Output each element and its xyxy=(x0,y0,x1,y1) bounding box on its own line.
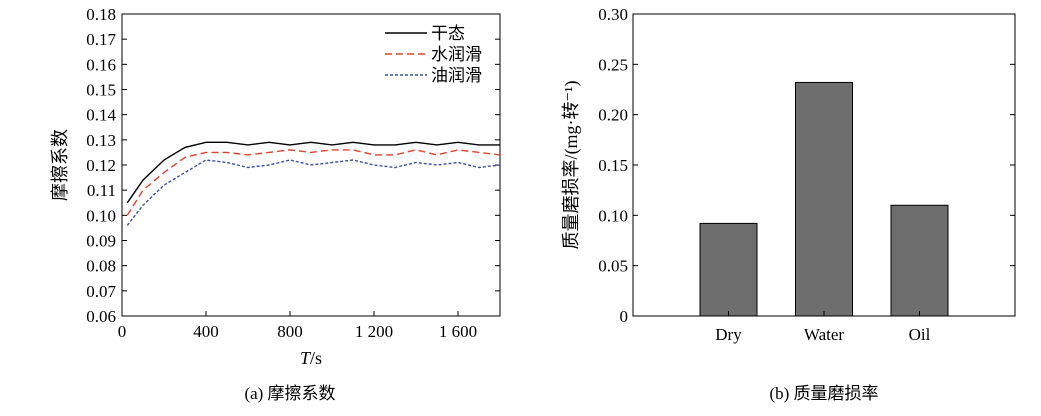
y-tick-label: 0.18 xyxy=(86,5,116,24)
y-axis-ticks: 0 0.05 0.10 0.15 0.20 0.25 0.30 xyxy=(598,5,1015,326)
x-axis-label: T/s xyxy=(300,348,322,368)
y-tick-label: 0.13 xyxy=(86,131,116,150)
x-axis-label-variable: T xyxy=(300,348,312,368)
y-tick-label: 0.07 xyxy=(86,282,116,301)
x-tick-label: 800 xyxy=(277,322,303,341)
x-axis-ticks: Dry Water Oil xyxy=(715,311,931,344)
y-tick-label: 0.06 xyxy=(86,307,116,326)
legend-label-2: 油润滑 xyxy=(431,66,482,85)
x-tick-label: 1 600 xyxy=(439,322,477,341)
y-axis-ticks: 0.06 0.07 0.08 0.09 0.10 0.11 0.12 0.13 0.14 0.15… xyxy=(86,5,500,326)
x-tick-label: 400 xyxy=(193,322,219,341)
y-tick-label: 0.20 xyxy=(598,106,628,125)
y-tick-label: 0.11 xyxy=(87,181,116,200)
bar-dry xyxy=(699,222,758,317)
y-tick-label: 0.14 xyxy=(86,106,116,125)
y-tick-label: 0.15 xyxy=(598,156,628,175)
caption-b: (b) 质量磨损率 xyxy=(769,384,878,403)
y-tick-label: 0.12 xyxy=(86,156,116,175)
legend-label-1: 水润滑 xyxy=(431,45,482,64)
bars xyxy=(699,81,949,317)
bar-oil xyxy=(890,204,949,317)
x-tick-label: Oil xyxy=(909,325,931,344)
y-tick-label: 0.30 xyxy=(598,5,628,24)
series-line-2 xyxy=(126,159,501,226)
series-line-0 xyxy=(126,141,500,204)
bar-water xyxy=(795,81,853,317)
caption-a: (a) 摩擦系数 xyxy=(244,384,335,403)
y-tick-label: 0.05 xyxy=(598,257,628,276)
x-tick-label: Water xyxy=(804,325,844,344)
x-axis-ticks: 0 400 800 1 200 1 600 xyxy=(118,311,477,341)
y-tick-label: 0.08 xyxy=(86,257,116,276)
y-tick-label: 0 xyxy=(620,307,629,326)
x-tick-label: 0 xyxy=(118,322,127,341)
legend-label-0: 干态 xyxy=(431,24,465,43)
mass-wear-rate-chart: 0 0.05 0.10 0.15 0.20 0.25 0.30 Dry Water Oil 质量… xyxy=(561,5,1016,403)
y-tick-label: 0.16 xyxy=(86,55,116,74)
x-tick-label: 1 200 xyxy=(355,322,393,341)
y-tick-label: 0.25 xyxy=(598,55,628,74)
y-tick-label: 0.09 xyxy=(86,232,116,251)
y-tick-label: 0.10 xyxy=(86,206,116,225)
y-tick-label: 0.17 xyxy=(86,30,116,49)
series-lines xyxy=(126,141,501,226)
series-line-1 xyxy=(126,149,501,216)
y-axis-label: 质量磨损率/(mg·转⁻¹) xyxy=(561,81,582,250)
x-axis-label-unit: /s xyxy=(310,348,322,368)
y-tick-label: 0.15 xyxy=(86,81,116,100)
y-tick-label: 0.10 xyxy=(598,206,628,225)
y-axis-label: 摩擦系数 xyxy=(50,129,70,201)
x-tick-label: Dry xyxy=(715,325,742,344)
friction-coefficient-chart: 0.06 0.07 0.08 0.09 0.10 0.11 0.12 0.13 0.14 0.15… xyxy=(50,5,501,403)
